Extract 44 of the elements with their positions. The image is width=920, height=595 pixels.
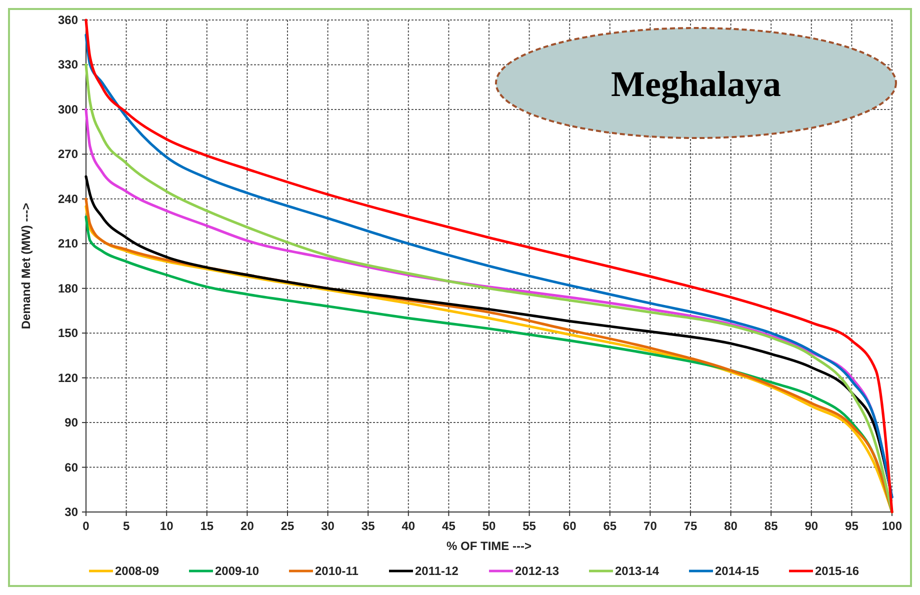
y-tick-label: 150	[58, 326, 78, 340]
y-tick-label: 120	[58, 370, 78, 385]
x-tick-label: 50	[482, 519, 496, 533]
x-tick-label: 60	[562, 519, 577, 533]
y-tick-label: 30	[64, 505, 78, 519]
y-tick-label: 360	[58, 13, 78, 27]
legend-label: 2009-10	[215, 564, 260, 578]
x-tick-label: 10	[160, 519, 174, 533]
legend-label: 2015-16	[815, 564, 860, 578]
x-tick-label: 15	[200, 519, 214, 533]
legend-label: 2010-11	[315, 564, 359, 578]
annotation: Meghalaya	[611, 64, 781, 104]
x-tick-label: 5	[122, 519, 130, 533]
x-tick-label: 30	[321, 519, 335, 533]
x-axis-title: % OF TIME --->	[446, 539, 532, 553]
x-tick-label: 25	[280, 519, 294, 533]
legend-label: 2012-13	[515, 564, 560, 578]
y-tick-label: 60	[64, 460, 78, 474]
legend-label: 2011-12	[415, 564, 459, 578]
legend-label: 2008-09	[115, 564, 160, 578]
x-tick-label: 90	[804, 519, 818, 533]
legend-label: 2013-14	[615, 564, 660, 578]
x-tick-label: 55	[522, 519, 536, 533]
x-tick-label: 65	[603, 519, 617, 533]
y-tick-label: 90	[64, 416, 78, 430]
y-tick-label: 240	[58, 192, 78, 206]
x-tick-label: 85	[764, 519, 778, 533]
x-tick-label: 70	[644, 519, 658, 533]
y-tick-label: 270	[58, 147, 78, 162]
y-tick-label: 300	[58, 102, 78, 116]
x-tick-label: 100	[882, 519, 902, 533]
y-axis-title: Demand Met (MW) --->	[19, 202, 33, 330]
x-tick-label: 75	[684, 519, 698, 533]
y-tick-label: 210	[58, 236, 78, 251]
x-tick-label: 95	[845, 519, 859, 533]
x-tick-label: 80	[724, 519, 738, 533]
x-tick-label: 45	[442, 519, 456, 533]
legend-label: 2014-15	[715, 564, 760, 578]
y-tick-label: 180	[58, 281, 78, 296]
x-tick-label: 40	[402, 519, 416, 533]
x-tick-label: 20	[240, 519, 254, 533]
y-tick-label: 330	[58, 58, 78, 72]
x-tick-label: 35	[361, 519, 376, 533]
x-tick-label: 0	[82, 519, 90, 533]
